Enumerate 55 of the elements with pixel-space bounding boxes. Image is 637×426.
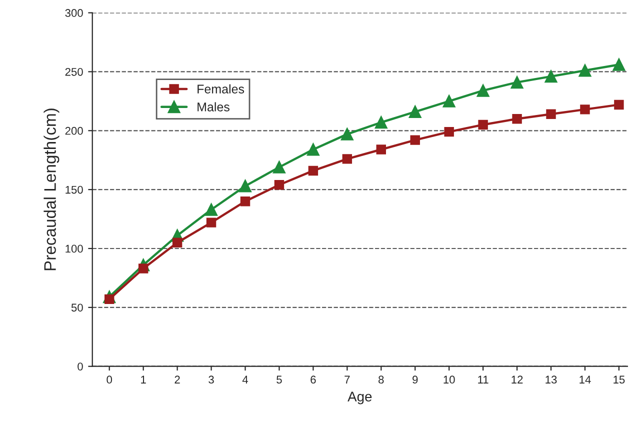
point bbox=[444, 126, 454, 137]
x-tick-label: 13 bbox=[546, 376, 557, 384]
point bbox=[612, 58, 626, 71]
y-tick-label: 150 bbox=[66, 186, 83, 194]
x-tick-label: 12 bbox=[512, 376, 523, 384]
x-tick-label: 6 bbox=[310, 376, 316, 384]
y-tick-label: 50 bbox=[71, 304, 83, 312]
point bbox=[374, 116, 388, 129]
point bbox=[340, 128, 354, 140]
x-tick-label: 14 bbox=[580, 376, 591, 384]
point bbox=[410, 135, 420, 145]
point bbox=[306, 143, 320, 156]
point bbox=[442, 94, 456, 108]
point bbox=[512, 114, 522, 124]
x-tick-label: 5 bbox=[276, 376, 282, 384]
x-tick-label: 10 bbox=[444, 376, 455, 384]
y-tick-label: 200 bbox=[65, 126, 83, 135]
x-tick-label: 2 bbox=[174, 376, 180, 384]
point bbox=[206, 218, 216, 228]
point bbox=[272, 160, 286, 174]
point bbox=[546, 109, 556, 119]
x-axis-title: Age bbox=[348, 392, 372, 404]
x-tick-label: 7 bbox=[344, 376, 350, 384]
y-tick-label: 300 bbox=[65, 9, 83, 17]
legend-label: Males bbox=[198, 102, 230, 112]
point bbox=[205, 203, 218, 216]
y-tick-label: 100 bbox=[66, 244, 83, 253]
point bbox=[408, 106, 422, 118]
x-tick-label: 9 bbox=[412, 376, 418, 384]
x-tick-label: 11 bbox=[478, 376, 488, 384]
point bbox=[274, 180, 284, 190]
y-axis-title: Precaudal Length(cm) bbox=[44, 108, 60, 270]
y-tick-label: 0 bbox=[78, 362, 83, 370]
point bbox=[544, 70, 558, 83]
x-tick-label: 1 bbox=[141, 376, 146, 384]
x-tick-label: 4 bbox=[242, 376, 248, 384]
x-tick-label: 8 bbox=[378, 376, 384, 384]
point bbox=[172, 238, 182, 248]
point bbox=[240, 196, 250, 206]
point bbox=[580, 104, 590, 114]
point bbox=[342, 154, 352, 164]
point bbox=[238, 180, 252, 192]
legend-label: Females bbox=[198, 84, 244, 94]
point bbox=[478, 120, 488, 130]
x-tick-label: 3 bbox=[208, 376, 214, 384]
x-tick-label: 15 bbox=[614, 376, 625, 384]
point bbox=[614, 100, 624, 110]
y-tick-label: 250 bbox=[65, 68, 83, 76]
point bbox=[308, 166, 318, 176]
point bbox=[578, 64, 592, 77]
x-tick-label: 0 bbox=[106, 376, 112, 384]
point bbox=[376, 144, 386, 154]
point bbox=[476, 84, 490, 97]
point bbox=[510, 76, 524, 89]
point bbox=[138, 264, 148, 274]
